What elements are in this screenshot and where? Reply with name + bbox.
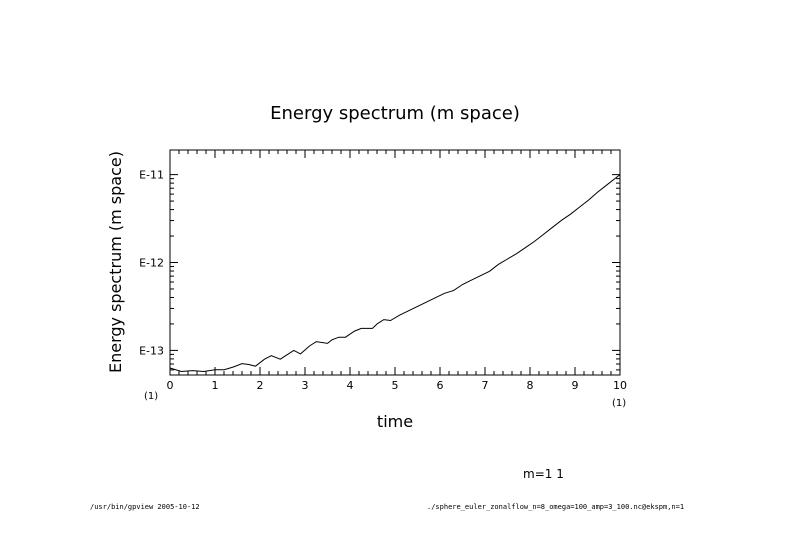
y-tick-label: E-13 bbox=[139, 344, 164, 357]
x-tick-label: 3 bbox=[302, 379, 309, 392]
tick-labels: 0 1 2 3 4 5 6 7 8 9 10 E-11 E-12 E-13 bbox=[139, 169, 627, 392]
y-tick-label: E-11 bbox=[139, 169, 164, 182]
plot-frame bbox=[169, 149, 621, 376]
x-tick-label: 8 bbox=[527, 379, 534, 392]
x-tick-label: 0 bbox=[167, 379, 174, 392]
x-tick-label: 7 bbox=[482, 379, 489, 392]
x-tick-label: 1 bbox=[212, 379, 219, 392]
axis-ticks bbox=[169, 150, 621, 375]
footer-right: ./sphere_euler_zonalflow_n=8_omega=100_a… bbox=[427, 503, 685, 511]
x-scale-note-left: (1) bbox=[144, 391, 158, 402]
series-group bbox=[169, 174, 621, 373]
series-line bbox=[169, 174, 621, 373]
x-tick-label: 6 bbox=[437, 379, 444, 392]
x-tick-label: 10 bbox=[613, 379, 627, 392]
x-tick-label: 9 bbox=[572, 379, 579, 392]
x-tick-label: 2 bbox=[257, 379, 264, 392]
y-axis-label: Energy spectrum (m space) bbox=[106, 151, 125, 373]
x-tick-label: 5 bbox=[392, 379, 399, 392]
x-axis-label: time bbox=[377, 412, 413, 431]
y-tick-label: E-12 bbox=[139, 257, 164, 270]
legend-note: m=1 1 bbox=[523, 467, 564, 481]
chart-title: Energy spectrum (m space) bbox=[270, 103, 520, 124]
x-scale-note-right: (1) bbox=[612, 398, 626, 409]
x-tick-label: 4 bbox=[347, 379, 354, 392]
footer-left: /usr/bin/gpview 2005-10-12 bbox=[90, 503, 200, 511]
